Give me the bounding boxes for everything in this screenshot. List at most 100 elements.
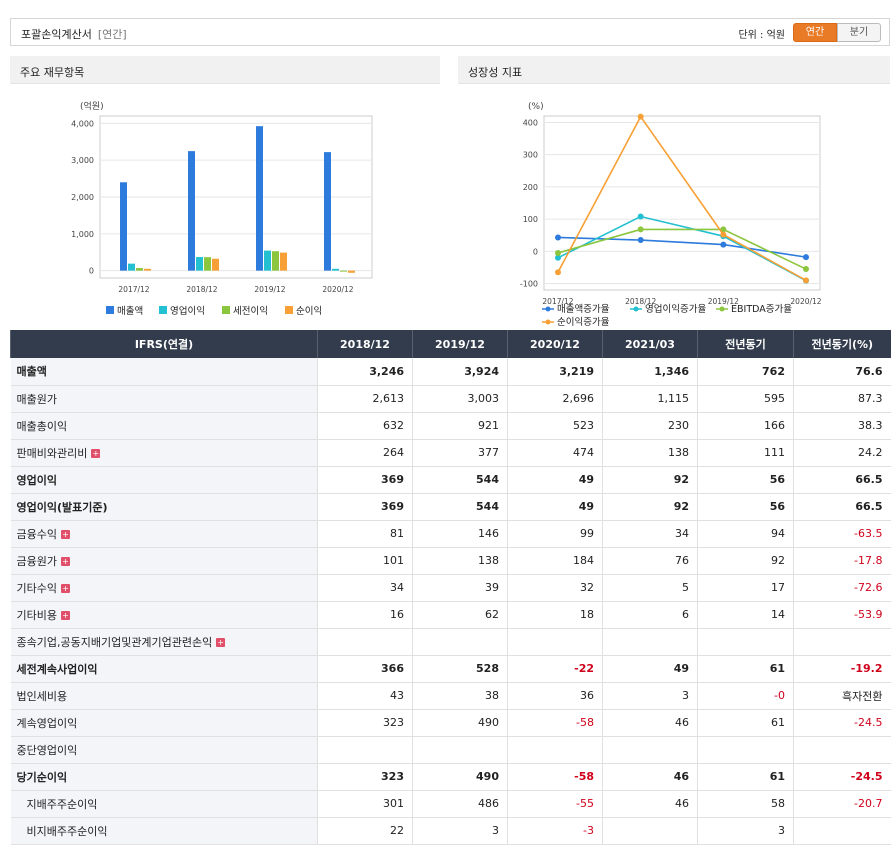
y-tick-label: 4,000 bbox=[71, 119, 94, 128]
data-point bbox=[637, 213, 644, 220]
growth-chart: (%) -100 0 100 200 300 400 2017/12 2018/12 2019/1… bbox=[520, 102, 822, 328]
y-tick-label: -100 bbox=[520, 280, 538, 289]
statement-header: 포괄손익계산서 [연간] 단위 : 억원 연간 분기 bbox=[10, 18, 890, 46]
cell-value: 523 bbox=[507, 412, 603, 440]
cell-value: 369 bbox=[317, 493, 413, 521]
expand-icon[interactable]: + bbox=[216, 638, 226, 647]
row-label-text: 지배주주순이익 bbox=[26, 797, 98, 811]
header-period: 전년동기 bbox=[697, 330, 794, 358]
cell-value: 3,003 bbox=[412, 385, 508, 413]
cell-value bbox=[793, 628, 891, 656]
table-row: 금융수익 +81 146 99 34 94 -63.5 bbox=[10, 520, 891, 548]
cell-value: 146 bbox=[412, 520, 508, 548]
row-label-text: 당기순이익 bbox=[16, 770, 68, 784]
row-label[interactable]: 금융수익 + bbox=[10, 520, 318, 548]
data-point bbox=[803, 266, 809, 273]
series-line bbox=[557, 215, 807, 282]
expand-icon[interactable]: + bbox=[60, 611, 70, 620]
cell-value: -63.5 bbox=[793, 520, 891, 548]
x-tick-label: 2017/12 bbox=[118, 285, 149, 294]
cell-value: 544 bbox=[412, 493, 508, 521]
bar bbox=[332, 268, 339, 271]
table-row: 지배주주순이익 301 486 -55 46 58 -20.7 bbox=[10, 790, 891, 818]
cell-value: 474 bbox=[507, 439, 603, 467]
cell-value: 544 bbox=[412, 466, 508, 494]
expand-icon[interactable]: + bbox=[60, 584, 70, 593]
row-label[interactable]: 기타비용 + bbox=[10, 601, 318, 629]
cell-value: 16 bbox=[317, 601, 413, 629]
legend-label: EBITDA증가율 bbox=[731, 304, 792, 315]
cell-value: 76.6 bbox=[793, 358, 891, 386]
y-axis-unit: (%) bbox=[528, 102, 544, 112]
table-row: 기타비용 +16 62 18 6 14 -53.9 bbox=[10, 601, 891, 629]
row-label[interactable]: 판매비와관리비 + bbox=[10, 439, 318, 467]
table-row: 당기순이익 323 490 -58 46 61 -24.5 bbox=[10, 763, 891, 791]
cell-value: 34 bbox=[602, 520, 698, 548]
annual-tab[interactable]: 연간 bbox=[793, 23, 837, 42]
bar bbox=[280, 252, 287, 271]
row-label: 계속영업이익 bbox=[10, 709, 318, 737]
data-point bbox=[555, 249, 561, 256]
cell-value: -22 bbox=[507, 655, 603, 683]
row-label[interactable]: 금융원가 + bbox=[10, 547, 318, 575]
cell-value: -17.8 bbox=[793, 547, 891, 575]
row-label-text: 매출액 bbox=[16, 365, 47, 379]
x-tick-label: 2020/12 bbox=[790, 297, 821, 306]
row-label[interactable]: 종속기업,공동지배기업및관계기업관련손익 + bbox=[10, 628, 318, 656]
cell-value: 3,924 bbox=[412, 358, 508, 386]
row-label-text: 기타수익 bbox=[16, 581, 57, 595]
legend-swatch bbox=[222, 306, 230, 314]
cell-value: 92 bbox=[697, 547, 794, 575]
header-period: 2021/03 bbox=[602, 330, 698, 358]
row-label-text: 매출총이익 bbox=[16, 419, 68, 433]
series-line bbox=[557, 115, 807, 282]
series-line bbox=[557, 236, 807, 258]
row-label-text: 판매비와관리비 bbox=[16, 446, 88, 460]
row-label[interactable]: 기타수익 + bbox=[10, 574, 318, 602]
growth-panel: 성장성 지표 (%) -100 0 100 200 300 400 2017/12 2018/1… bbox=[458, 56, 890, 328]
unit-label: 단위 : 억원 bbox=[738, 30, 785, 41]
expand-icon[interactable]: + bbox=[60, 557, 70, 566]
expand-icon[interactable]: + bbox=[91, 449, 101, 458]
expand-icon[interactable]: + bbox=[60, 530, 70, 539]
period-type-label: [연간] bbox=[97, 28, 127, 41]
header-period: 2020/12 bbox=[507, 330, 603, 358]
row-label-text: 중단영업이익 bbox=[16, 743, 78, 757]
table-row: 영업이익 369 544 49 92 56 66.5 bbox=[10, 466, 891, 494]
row-label-text: 매출원가 bbox=[16, 392, 57, 406]
row-label-text: 영업이익(발표기준) bbox=[16, 500, 108, 514]
cell-value: 762 bbox=[697, 358, 794, 386]
cell-value: 24.2 bbox=[793, 439, 891, 467]
plot-area bbox=[543, 115, 821, 291]
header-period: 2018/12 bbox=[317, 330, 413, 358]
cell-value: -24.5 bbox=[793, 763, 891, 791]
table-row: 법인세비용 43 38 36 3 -0 흑자전환 bbox=[10, 682, 891, 710]
row-label: 당기순이익 bbox=[10, 763, 318, 791]
series-line bbox=[557, 228, 807, 270]
table-row: 세전계속사업이익 366 528 -22 49 61 -19.2 bbox=[10, 655, 891, 683]
cell-value: 34 bbox=[317, 574, 413, 602]
row-label: 비지배주주순이익 bbox=[10, 817, 318, 845]
header-period: 전년동기(%) bbox=[793, 330, 891, 358]
cell-value bbox=[602, 628, 698, 656]
row-label-text: 세전계속사업이익 bbox=[16, 662, 98, 676]
statement-title: 포괄손익계산서 [연간] bbox=[21, 26, 127, 42]
row-label: 매출총이익 bbox=[10, 412, 318, 440]
cell-value: 46 bbox=[602, 709, 698, 737]
table-row: 매출원가 2,613 3,003 2,696 1,115 595 87.3 bbox=[10, 385, 891, 413]
cell-value: 56 bbox=[697, 466, 794, 494]
bar bbox=[348, 270, 355, 273]
legend-label: 매출액증가율 bbox=[557, 303, 610, 315]
quarter-tab[interactable]: 분기 bbox=[837, 23, 881, 42]
bar bbox=[272, 251, 279, 271]
cell-value bbox=[317, 736, 413, 764]
table-row: 매출액 3,246 3,924 3,219 1,346 762 76.6 bbox=[10, 358, 891, 386]
cell-value: 230 bbox=[602, 412, 698, 440]
cell-value: -72.6 bbox=[793, 574, 891, 602]
cell-value: -53.9 bbox=[793, 601, 891, 629]
row-label-text: 계속영업이익 bbox=[16, 716, 78, 730]
data-point bbox=[637, 113, 644, 120]
cell-value: 61 bbox=[697, 655, 794, 683]
legend-label: 순이익증가율 bbox=[557, 316, 610, 326]
cell-value: -20.7 bbox=[793, 790, 891, 818]
